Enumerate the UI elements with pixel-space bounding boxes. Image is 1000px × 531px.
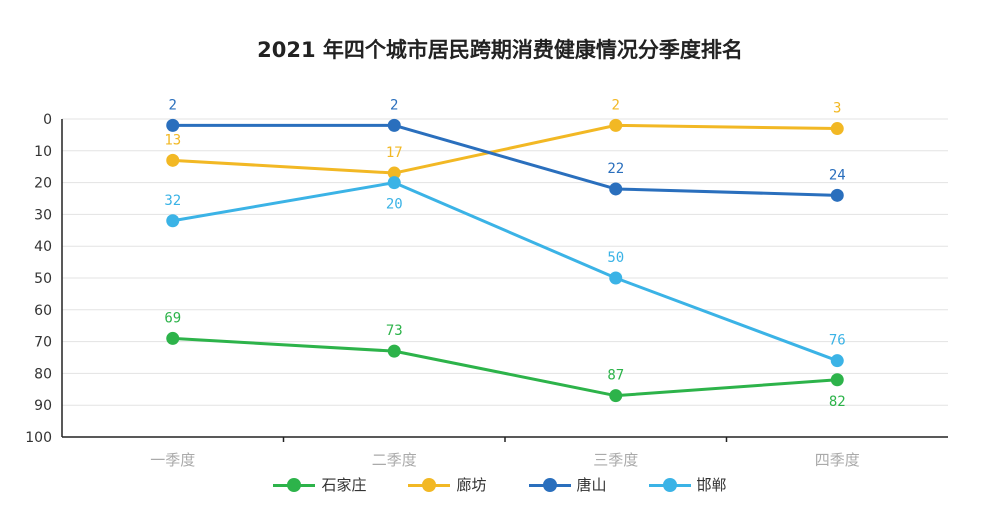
data-point: [830, 373, 844, 387]
data-point: [387, 166, 401, 180]
data-label: 17: [386, 145, 403, 161]
data-point: [609, 182, 623, 196]
data-point: [166, 331, 180, 345]
data-label: 32: [164, 193, 181, 209]
legend-label-langfang: 廊坊: [456, 476, 487, 494]
y-tick-label: 40: [34, 239, 52, 255]
legend-swatch-handan: [648, 477, 691, 492]
legend-swatch-tangshan: [528, 477, 571, 492]
legend-item-handan[interactable]: 邯郸: [648, 474, 727, 495]
y-tick-label: 100: [25, 430, 52, 446]
legend-label-handan: 邯郸: [696, 476, 727, 494]
series-line-0: [172, 336, 838, 398]
data-point: [387, 344, 401, 358]
x-tick-label: 二季度: [372, 451, 417, 469]
y-tick-label: 0: [43, 112, 52, 128]
x-tick-label: 一季度: [150, 451, 195, 469]
data-point: [609, 118, 623, 132]
series-line-1: [172, 123, 838, 175]
data-label: 82: [829, 394, 846, 410]
data-label: 2: [169, 97, 177, 113]
chart-title: 2021 年四个城市居民跨期消费健康情况分季度排名: [257, 38, 743, 62]
y-tick-label: 90: [34, 398, 52, 414]
y-tick-label: 50: [34, 271, 52, 287]
data-label: 73: [386, 323, 403, 339]
y-tick-label: 20: [34, 176, 52, 192]
data-point: [609, 271, 623, 285]
series-line-3: [172, 181, 838, 363]
legend-item-tangshan[interactable]: 唐山: [528, 474, 607, 495]
data-label: 87: [607, 368, 624, 384]
data-point: [609, 389, 623, 403]
x-tick-label: 三季度: [593, 451, 638, 469]
data-point: [387, 176, 401, 190]
data-label: 69: [164, 310, 181, 326]
y-tick-label: 10: [34, 144, 52, 160]
legend-swatch-langfang: [408, 477, 451, 492]
data-point: [830, 122, 844, 136]
data-label: 3: [833, 101, 841, 117]
y-tick-label: 80: [34, 366, 52, 382]
x-tick-label: 四季度: [815, 451, 860, 469]
data-point: [166, 214, 180, 228]
y-tick-label: 30: [34, 207, 52, 223]
data-label: 13: [164, 132, 181, 148]
series-line-2: [172, 123, 838, 197]
data-point: [166, 153, 180, 167]
data-label: 50: [607, 250, 624, 266]
data-label: 2: [612, 97, 620, 113]
y-tick-label: 60: [34, 303, 52, 319]
data-label: 24: [829, 167, 846, 183]
data-point: [830, 188, 844, 202]
data-point: [387, 118, 401, 132]
data-point: [830, 354, 844, 368]
data-label: 20: [386, 197, 403, 213]
legend-item-langfang[interactable]: 廊坊: [408, 474, 487, 495]
data-label: 22: [607, 161, 624, 177]
data-label: 2: [390, 97, 398, 113]
legend-swatch-shijiazhuang: [273, 477, 316, 492]
legend: 石家庄 廊坊 唐山 邯郸: [0, 474, 1000, 495]
y-tick-label: 70: [34, 335, 52, 351]
data-point: [166, 118, 180, 132]
legend-item-shijiazhuang[interactable]: 石家庄: [273, 474, 366, 495]
data-label: 76: [829, 333, 846, 349]
legend-label-tangshan: 唐山: [576, 476, 607, 494]
legend-label-shijiazhuang: 石家庄: [321, 476, 367, 494]
